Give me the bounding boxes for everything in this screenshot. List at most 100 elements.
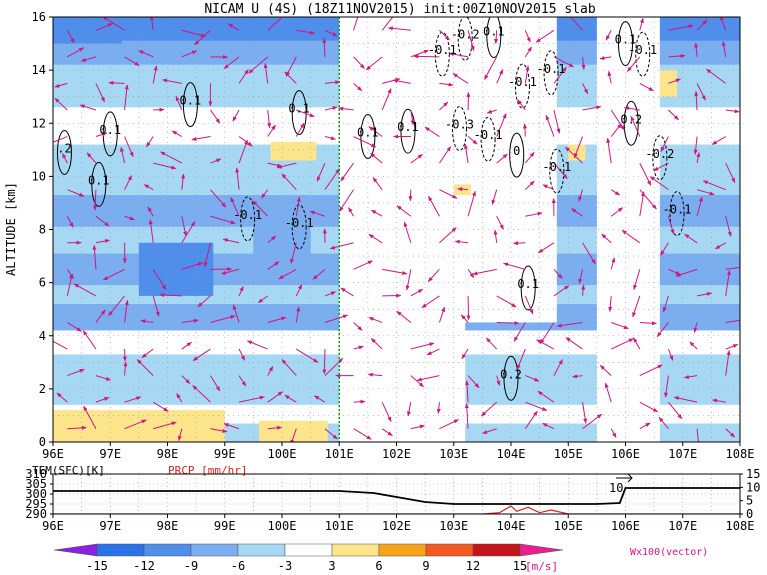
contour-line-17 (549, 148, 565, 194)
x-tick-label: 103E (439, 447, 468, 461)
wind-vector (95, 132, 108, 138)
wind-vector (203, 242, 211, 268)
contour-label: 0.2 (620, 112, 642, 126)
wind-vector (639, 321, 657, 326)
y-tick-label: 0 (39, 435, 46, 449)
wind-vector (348, 207, 354, 217)
contour-label: -0.2 (451, 27, 480, 41)
wind-vector (86, 152, 97, 164)
contour-line-18 (618, 21, 633, 67)
wind-vector (621, 229, 641, 244)
wind-vector (181, 216, 188, 237)
u-patch-8 (453, 184, 471, 195)
wind-vector (454, 239, 469, 244)
wind-vector (175, 95, 183, 111)
wind-vector (410, 342, 435, 350)
wind-vector (496, 153, 508, 164)
colorbar-tick-label: -12 (133, 559, 155, 573)
wind-vector (632, 337, 641, 350)
contour-label: -0.1 (663, 203, 692, 217)
wind-vector (136, 359, 154, 376)
wind-vector (267, 316, 287, 323)
wind-vector (725, 349, 731, 376)
colorbar-swatch (378, 543, 427, 557)
surface-x-tick-label: 103E (439, 519, 468, 533)
contour-line-8 (400, 108, 416, 154)
wind-vector (553, 66, 567, 84)
wind-vector (149, 17, 154, 31)
colorbar-swatch (331, 543, 380, 557)
wind-vector (222, 238, 240, 244)
colorbar-swatch (237, 543, 286, 557)
wind-vector (324, 106, 338, 111)
wind-vector (210, 109, 221, 124)
contour-line-4 (291, 90, 307, 136)
wind-vector (95, 215, 110, 227)
colorbar-tick-label: 3 (328, 559, 335, 573)
y-tick-label: 16 (32, 10, 46, 24)
y-tick-label: 12 (32, 116, 46, 130)
prcp-series-label: PRCP [mm/hr] (168, 464, 247, 477)
wind-vector (524, 295, 534, 315)
wind-vector (553, 56, 574, 68)
wind-vector (410, 288, 424, 297)
wind-vector (693, 322, 698, 333)
wind-vector (694, 42, 699, 57)
contour-line-16 (509, 132, 525, 178)
wind-vector (660, 136, 669, 152)
contour-label: 0.1 (397, 120, 419, 134)
wind-vector (421, 295, 440, 309)
wind-vector (181, 262, 204, 270)
wind-vector (503, 262, 526, 270)
wind-vector (410, 109, 415, 126)
y-tick-label: 14 (32, 63, 46, 77)
wind-vector (542, 184, 555, 191)
contour-line-0 (56, 129, 72, 175)
wind-vector (656, 322, 669, 338)
wind-vector (467, 269, 475, 279)
wind-vector (406, 402, 412, 417)
wind-vector (210, 315, 236, 323)
wind-vector (582, 105, 602, 111)
contour-label: 0.1 (180, 94, 202, 108)
x-tick-label: 108E (726, 447, 755, 461)
contour-label: 0.1 (99, 123, 121, 137)
colorbar-swatch (284, 543, 333, 557)
wind-vector (725, 319, 740, 323)
wind-vector (396, 310, 412, 323)
wind-vector (439, 189, 458, 199)
wind-vector (705, 68, 726, 84)
wind-vector (715, 242, 726, 250)
wind-vector (481, 401, 498, 417)
wind-vector (370, 338, 383, 350)
x-axis: 96E 97E 98E 99E 100E 101E 102E 103E 104E 105E 106E… (42, 442, 754, 461)
wind-vector (721, 40, 727, 57)
surface-x-tick-label: 100E (268, 519, 297, 533)
contour-labels: .20.10.10.10.1-0.1-0.10.1 0.1-0.1-0.2 0.1-… (57, 25, 691, 382)
wind-vector (267, 235, 277, 244)
wind-vector (639, 364, 663, 377)
wind-vector (491, 189, 498, 205)
wind-vector (281, 173, 297, 190)
wind-vector (230, 196, 240, 217)
wind-vector (191, 136, 211, 141)
wind-vector (610, 207, 624, 217)
colorbar-tick-label: 15 (513, 559, 527, 573)
wind-vector (296, 29, 315, 35)
wind-vector (295, 122, 305, 137)
wind-vector (353, 56, 365, 69)
wind-vector (257, 295, 268, 304)
contour-label: 0.2 (500, 367, 522, 381)
wind-vector (439, 82, 454, 87)
wind-vector (194, 29, 211, 46)
wind-vector (610, 123, 622, 137)
wind-vector (424, 126, 440, 137)
u-patch-10 (138, 242, 214, 296)
wind-vector (353, 136, 377, 148)
contour-label: 0 (513, 144, 520, 158)
wind-vector (639, 189, 657, 210)
wind-vector (210, 158, 222, 164)
wind-vector (524, 180, 535, 191)
contour-label: -0.1 (474, 128, 503, 142)
wind-vector (537, 242, 555, 254)
